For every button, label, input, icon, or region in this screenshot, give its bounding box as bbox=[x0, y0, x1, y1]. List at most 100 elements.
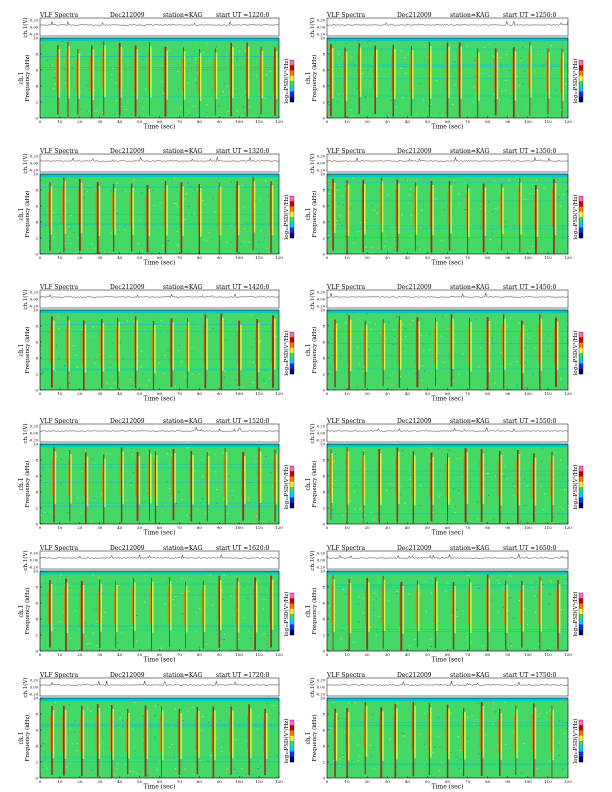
spectral-speckle bbox=[54, 77, 56, 78]
colorbar-segment bbox=[290, 614, 294, 620]
spectral-speckle bbox=[491, 211, 493, 213]
burst-halo bbox=[357, 53, 359, 89]
spectral-speckle bbox=[364, 480, 366, 482]
waveform-trace bbox=[326, 156, 569, 162]
spectral-speckle bbox=[181, 578, 183, 580]
spectral-speckle bbox=[445, 590, 447, 592]
spectral-speckle bbox=[221, 590, 223, 591]
spectral-speckle bbox=[519, 471, 522, 473]
spectral-speckle bbox=[43, 215, 46, 217]
burst-halo bbox=[200, 188, 202, 237]
spectral-speckle bbox=[522, 83, 524, 85]
spectral-speckle bbox=[45, 225, 47, 226]
spectral-speckle bbox=[409, 49, 411, 51]
burst-halo bbox=[382, 711, 384, 761]
spectral-speckle bbox=[370, 361, 373, 362]
spectral-speckle bbox=[344, 731, 346, 733]
spectral-speckle bbox=[395, 766, 397, 768]
spectral-speckle bbox=[141, 350, 143, 352]
burst-halo bbox=[467, 327, 469, 364]
spectral-speckle bbox=[474, 76, 476, 77]
spectral-speckle bbox=[410, 485, 412, 487]
spectral-speckle bbox=[356, 386, 358, 388]
spectral-speckle bbox=[511, 483, 514, 485]
spectral-speckle bbox=[76, 607, 78, 609]
spectral-speckle bbox=[255, 200, 257, 202]
spectral-speckle bbox=[530, 489, 532, 491]
spectral-speckle bbox=[243, 206, 245, 208]
burst-column bbox=[246, 42, 248, 117]
spectral-speckle bbox=[399, 494, 401, 496]
spectral-speckle bbox=[460, 457, 462, 459]
x-tick-label: 120 bbox=[564, 391, 572, 396]
colorbar-tick-label: - bbox=[297, 330, 299, 335]
y-tick-label: 2 bbox=[322, 236, 325, 241]
spectral-speckle bbox=[192, 706, 194, 708]
spectral-speckle bbox=[327, 489, 329, 491]
spectral-speckle bbox=[488, 201, 490, 203]
x-tick-label: 0 bbox=[326, 119, 329, 124]
spectral-speckle bbox=[192, 349, 194, 351]
spectral-speckle bbox=[328, 204, 330, 206]
x-tick-label: 40 bbox=[117, 119, 123, 124]
y-tick-label: 2 bbox=[35, 100, 38, 105]
spectral-speckle bbox=[198, 646, 201, 648]
spectral-speckle bbox=[369, 73, 371, 75]
spectral-speckle bbox=[523, 479, 526, 480]
burst-column bbox=[362, 451, 364, 523]
ylabel-frequency: Frequency (kHz) bbox=[311, 191, 318, 238]
burst-column bbox=[63, 177, 65, 253]
burst-halo bbox=[343, 57, 345, 93]
spectral-speckle bbox=[549, 234, 551, 235]
spectral-speckle bbox=[562, 332, 564, 334]
burst-halo bbox=[475, 58, 477, 93]
spectral-speckle bbox=[350, 207, 352, 209]
spectral-band bbox=[40, 761, 279, 763]
header-start-ut: start UT =1450:0 bbox=[503, 284, 557, 291]
spectral-speckle bbox=[566, 191, 568, 193]
header-station: station=KAG bbox=[163, 418, 202, 425]
spectral-speckle bbox=[552, 516, 555, 518]
x-tick-label: 10 bbox=[345, 119, 351, 124]
spectral-speckle bbox=[40, 466, 42, 468]
spectral-speckle bbox=[227, 85, 229, 87]
spectral-speckle bbox=[504, 701, 506, 703]
burst-halo bbox=[433, 587, 435, 623]
spectral-speckle bbox=[278, 712, 280, 714]
spectral-speckle bbox=[424, 581, 426, 582]
spectral-speckle bbox=[133, 179, 135, 181]
spectral-speckle bbox=[471, 715, 473, 717]
spectral-speckle bbox=[450, 762, 452, 763]
colorbar-segment bbox=[290, 368, 294, 375]
spectral-speckle bbox=[132, 472, 134, 474]
x-tick-label: 70 bbox=[465, 255, 471, 260]
spectral-speckle bbox=[366, 313, 368, 315]
spectral-speckle bbox=[372, 714, 374, 716]
spectral-speckle bbox=[493, 518, 495, 520]
burst-halo bbox=[365, 588, 367, 624]
spectral-speckle bbox=[467, 321, 469, 323]
burst-column bbox=[117, 317, 119, 389]
burst-halo bbox=[396, 708, 398, 760]
ylabel-frequency: Frequency (kHz) bbox=[311, 461, 318, 508]
spectral-speckle bbox=[203, 503, 205, 505]
spectral-speckle bbox=[473, 637, 475, 639]
spectral-speckle bbox=[559, 506, 561, 508]
strip-tick-label: 0.20 bbox=[317, 552, 326, 556]
spectral-speckle bbox=[248, 383, 250, 384]
x-tick-label: 110 bbox=[544, 391, 552, 396]
burst-halo bbox=[465, 194, 467, 230]
spectral-speckle bbox=[524, 505, 526, 507]
spectral-speckle bbox=[421, 365, 424, 367]
spectral-speckle bbox=[143, 44, 146, 46]
burst-halo bbox=[77, 188, 79, 225]
x-tick-label: 90 bbox=[505, 525, 511, 530]
spectral-speckle bbox=[454, 61, 456, 63]
colorbar-frame bbox=[289, 465, 295, 509]
spectral-speckle bbox=[494, 475, 496, 477]
spectral-speckle bbox=[106, 734, 108, 736]
burst-column bbox=[382, 319, 384, 387]
y-tick-label: 6 bbox=[322, 68, 325, 73]
spectral-speckle bbox=[55, 345, 57, 346]
spectral-speckle bbox=[403, 733, 405, 735]
